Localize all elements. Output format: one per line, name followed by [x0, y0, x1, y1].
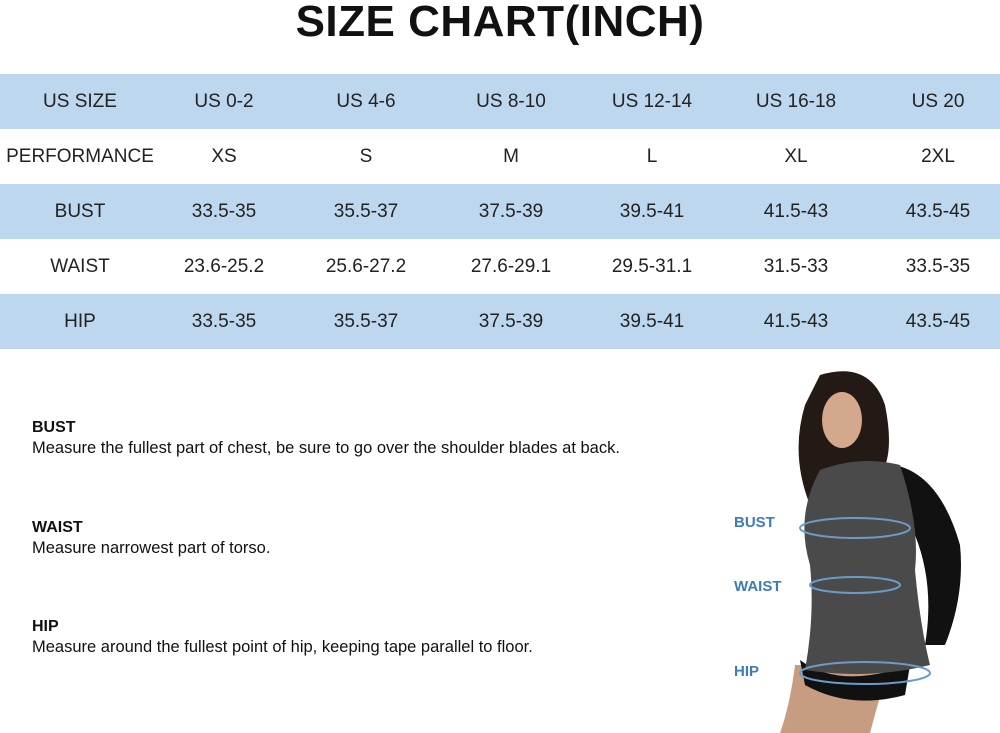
table-cell: S [359, 145, 373, 167]
table-cell: 33.5-35 [191, 310, 257, 332]
table-cell: 25.6-27.2 [325, 255, 407, 277]
table-cell: XS [211, 145, 237, 167]
table-cell: 43.5-45 [905, 310, 971, 332]
table-row: BUST 33.5-35 35.5-37 37.5-39 39.5-41 41.5-43 4… [0, 184, 1000, 239]
row-header: WAIST [50, 255, 110, 277]
table-cell: 39.5-41 [619, 310, 685, 332]
table-cell: 43.5-45 [905, 200, 971, 222]
model-figure: BUST WAIST HIP [734, 371, 961, 733]
instruction-text: Measure around the fullest point of hip,… [32, 638, 533, 656]
row-header: PERFORMANCE [6, 145, 154, 167]
size-table: US SIZE US 0-2 US 4-6 US 8-10 US 12-14 US 16-… [0, 74, 1000, 349]
figure-label-hip: HIP [734, 663, 759, 680]
table-cell: US 8-10 [476, 90, 546, 112]
table-cell: US 16-18 [755, 90, 837, 112]
table-cell: US 12-14 [611, 90, 693, 112]
table-cell: M [503, 145, 519, 167]
table-cell: US 20 [911, 90, 965, 112]
instruction-hip: HIP Measure around the fullest point of … [32, 617, 533, 657]
row-header: BUST [54, 200, 106, 222]
table-cell: 37.5-39 [478, 310, 544, 332]
table-cell: 31.5-33 [763, 255, 829, 277]
table-cell: 35.5-37 [333, 310, 399, 332]
model-face [822, 392, 862, 448]
table-cell: 27.6-29.1 [470, 255, 552, 277]
table-cell: 23.6-25.2 [183, 255, 265, 277]
table-cell: L [646, 145, 658, 167]
table-cell: 33.5-35 [191, 200, 257, 222]
figure-label-bust: BUST [734, 514, 775, 531]
instruction-heading: WAIST [32, 519, 83, 536]
model-bottoms [800, 660, 910, 701]
instruction-bust: BUST Measure the fullest part of chest, … [32, 418, 620, 458]
instruction-heading: HIP [32, 618, 59, 635]
table-cell: 37.5-39 [478, 200, 544, 222]
table-cell: 29.5-31.1 [611, 255, 693, 277]
row-header: US SIZE [43, 90, 117, 112]
bust-tape [799, 517, 911, 539]
instruction-waist: WAIST Measure narrowest part of torso. [32, 518, 270, 558]
table-row: US SIZE US 0-2 US 4-6 US 8-10 US 12-14 US 16-… [0, 74, 1000, 129]
table-cell: 41.5-43 [763, 200, 829, 222]
table-cell: XL [784, 145, 808, 167]
instruction-text: Measure the fullest part of chest, be su… [32, 439, 620, 457]
table-cell: 39.5-41 [619, 200, 685, 222]
table-cell: 2XL [921, 145, 955, 167]
instruction-heading: BUST [32, 419, 76, 436]
model-shirt [804, 461, 930, 674]
waist-tape [809, 576, 901, 594]
table-row: PERFORMANCE XS S M L XL 2XL [0, 129, 1000, 184]
instruction-text: Measure narrowest part of torso. [32, 539, 271, 557]
figure-label-waist: WAIST [734, 578, 782, 595]
table-row: HIP 33.5-35 35.5-37 37.5-39 39.5-41 41.5-43 43… [0, 294, 1000, 349]
row-header: HIP [64, 310, 96, 332]
table-cell: 41.5-43 [763, 310, 829, 332]
table-row: WAIST 23.6-25.2 25.6-27.2 27.6-29.1 29.5-31.… [0, 239, 1000, 294]
hip-tape [799, 661, 931, 685]
page-title: SIZE CHART(INCH) [295, 0, 705, 46]
table-cell: US 0-2 [194, 90, 254, 112]
table-cell: 35.5-37 [333, 200, 399, 222]
table-cell: 33.5-35 [905, 255, 971, 277]
table-cell: US 4-6 [336, 90, 396, 112]
